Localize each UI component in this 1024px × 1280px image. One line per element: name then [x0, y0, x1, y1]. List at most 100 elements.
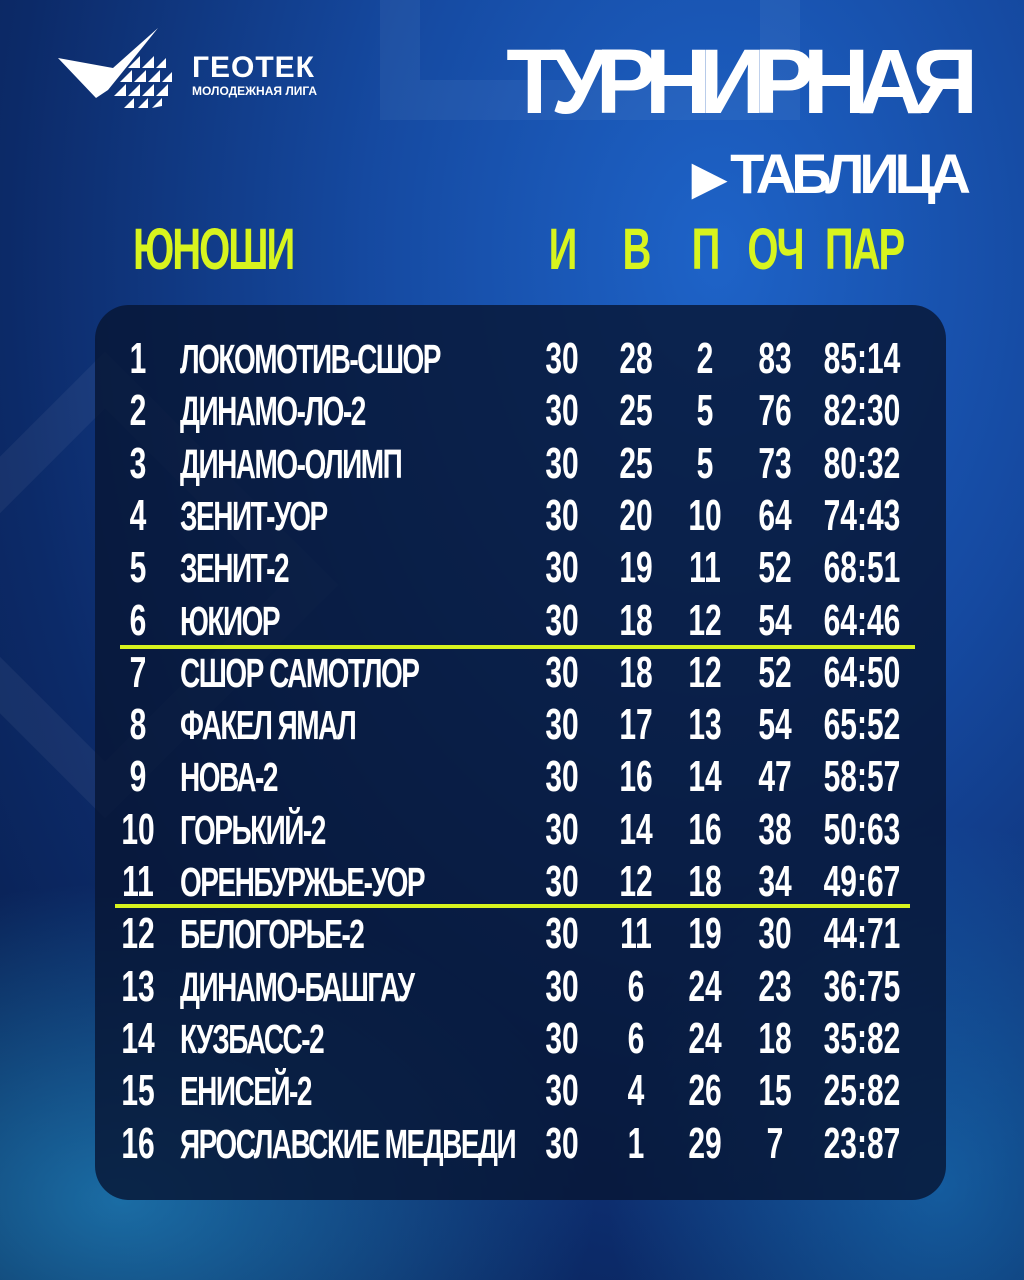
rank: 11 [122, 858, 154, 907]
table-row: 14 КУЗБАСС-2 30 6 24 18 35:82 [0, 1014, 1024, 1066]
col-header-wins: В [622, 218, 652, 282]
games: 30 [545, 596, 579, 645]
points: 52 [758, 649, 792, 697]
rank: 6 [129, 596, 147, 645]
goal-ratio: 44:71 [823, 910, 901, 959]
losses: 10 [688, 492, 722, 541]
goal-ratio: 64:46 [823, 596, 901, 645]
team-name: ДИНАМО-ЛО-2 [180, 389, 366, 435]
table-row: 9 НОВА-2 30 16 14 47 58:57 [0, 752, 1024, 804]
table-row: 13 ДИНАМО-БАШГАУ 30 6 24 23 36:75 [0, 962, 1024, 1014]
wins: 28 [619, 335, 653, 384]
group-label: ЮНОШИ [133, 218, 295, 282]
losses: 12 [688, 649, 722, 697]
team-name: ГОРЬКИЙ-2 [180, 807, 326, 853]
play-arrow-icon: ▶ [692, 154, 731, 203]
rank: 14 [121, 1015, 155, 1064]
rank: 5 [129, 544, 147, 593]
wins: 25 [619, 439, 653, 488]
page-subtitle: ▶ТАБЛИЦА [692, 146, 971, 203]
goal-ratio: 85:14 [823, 335, 901, 384]
points: 34 [758, 858, 792, 907]
table-row: 5 ЗЕНИТ-2 30 19 11 52 68:51 [0, 543, 1024, 595]
table-row: 2 ДИНАМО-ЛО-2 30 25 5 76 82:30 [0, 386, 1024, 438]
team-name: ЕНИСЕЙ-2 [180, 1068, 312, 1114]
table-row: 4 ЗЕНИТ-УОР 30 20 10 64 74:43 [0, 491, 1024, 543]
rank: 1 [129, 335, 147, 384]
col-header-losses: П [691, 218, 721, 282]
goal-ratio: 36:75 [823, 962, 901, 1011]
goal-ratio: 23:87 [823, 1119, 901, 1168]
games: 30 [545, 492, 579, 541]
losses: 29 [688, 1119, 722, 1168]
subtitle-text: ТАБЛИЦА [730, 142, 971, 205]
points: 18 [758, 1015, 792, 1064]
brand: ГЕОТЕК МОЛОДЕЖНАЯ ЛИГА [192, 51, 317, 99]
table-row: 8 ФАКЕЛ ЯМАЛ 30 17 13 54 65:52 [0, 700, 1024, 752]
losses: 13 [688, 701, 722, 750]
wins: 11 [620, 910, 652, 959]
col-header-points: ОЧ [747, 218, 804, 282]
points: 76 [758, 387, 792, 436]
games: 30 [545, 1015, 579, 1064]
points: 7 [766, 1119, 784, 1168]
losses: 5 [696, 387, 714, 436]
rank: 16 [121, 1119, 155, 1168]
team-name: КУЗБАСС-2 [180, 1016, 325, 1062]
goal-ratio: 82:30 [823, 387, 901, 436]
goal-ratio: 50:63 [823, 806, 901, 854]
points: 73 [758, 439, 792, 488]
team-name: ОРЕНБУРЖЬЕ-УОР [180, 859, 426, 905]
wins: 20 [619, 492, 653, 541]
rank: 12 [121, 910, 155, 959]
games: 30 [545, 753, 579, 802]
games: 30 [545, 387, 579, 436]
wins: 14 [619, 806, 653, 854]
table-row: 11 ОРЕНБУРЖЬЕ-УОР 30 12 18 34 49:67 [0, 857, 1024, 909]
losses: 16 [688, 806, 722, 854]
points: 52 [758, 544, 792, 593]
wins: 4 [627, 1067, 645, 1116]
goal-ratio: 64:50 [823, 649, 901, 697]
goal-ratio: 35:82 [823, 1015, 901, 1064]
points: 64 [758, 492, 792, 541]
qualification-line [120, 645, 915, 649]
losses: 26 [688, 1067, 722, 1116]
page-title: ТУРНИРНАЯ [506, 31, 978, 133]
team-name: ЯРОСЛАВСКИЕ МЕДВЕДИ [180, 1121, 517, 1167]
rank: 13 [121, 962, 155, 1011]
losses: 5 [696, 439, 714, 488]
games: 30 [545, 701, 579, 750]
col-header-goals: ПАР [824, 218, 905, 282]
points: 30 [758, 910, 792, 959]
games: 30 [545, 858, 579, 907]
table-row: 1 ЛОКОМОТИВ-СШОР 30 28 2 83 85:14 [0, 334, 1024, 386]
losses: 11 [689, 544, 721, 593]
games: 30 [545, 335, 579, 384]
points: 38 [758, 806, 792, 854]
points: 54 [758, 701, 792, 750]
wins: 19 [619, 544, 653, 593]
games: 30 [545, 1119, 579, 1168]
team-name: ЗЕНИТ-2 [180, 545, 290, 591]
table-row: 15 ЕНИСЕЙ-2 30 4 26 15 25:82 [0, 1066, 1024, 1118]
rank: 2 [129, 387, 147, 436]
table-row: 16 ЯРОСЛАВСКИЕ МЕДВЕДИ 30 1 29 7 23:87 [0, 1119, 1024, 1171]
goal-ratio: 74:43 [823, 492, 901, 541]
wins: 1 [627, 1119, 645, 1168]
col-header-games: И [548, 218, 578, 282]
games: 30 [545, 910, 579, 959]
background-shape [380, 0, 800, 120]
wins: 25 [619, 387, 653, 436]
losses: 14 [688, 753, 722, 802]
games: 30 [545, 806, 579, 854]
games: 30 [545, 962, 579, 1011]
team-name: БЕЛОГОРЬЕ-2 [180, 912, 365, 958]
goal-ratio: 68:51 [823, 544, 901, 593]
points: 23 [758, 962, 792, 1011]
games: 30 [545, 439, 579, 488]
team-name: ЛОКОМОТИВ-СШОР [180, 336, 441, 382]
brand-name: ГЕОТЕК [192, 51, 315, 84]
games: 30 [545, 1067, 579, 1116]
losses: 19 [688, 910, 722, 959]
